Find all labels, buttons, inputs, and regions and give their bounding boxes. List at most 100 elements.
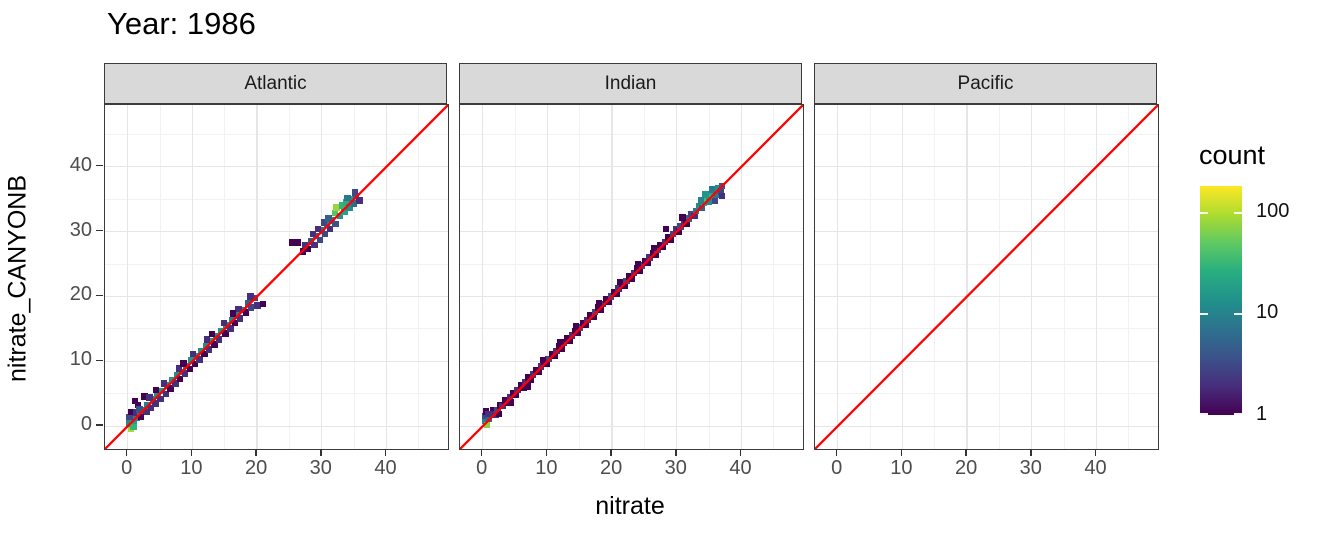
- count-bin: [557, 338, 564, 346]
- x-tick-mark: [480, 449, 483, 456]
- count-bin: [539, 356, 547, 364]
- count-bin: [189, 351, 197, 358]
- gridline-major-horizontal: [460, 295, 803, 298]
- gridline-major-horizontal: [105, 166, 448, 168]
- x-tick-mark: [384, 449, 387, 456]
- x-tick-label: 0: [831, 457, 843, 479]
- gridline-major-vertical: [191, 105, 193, 449]
- gridline-minor-horizontal: [815, 198, 1158, 200]
- legend-title: count: [1199, 140, 1266, 170]
- gridline-major-vertical: [127, 105, 129, 449]
- y-tick-mark: [96, 424, 103, 427]
- count-bin: [160, 380, 168, 387]
- count-bin: [356, 197, 363, 204]
- gridline-minor-vertical: [1128, 105, 1130, 449]
- gridline-major-horizontal: [105, 295, 448, 298]
- y-tick-mark: [96, 164, 103, 167]
- x-tick-label: 0: [121, 457, 133, 479]
- gridline-minor-horizontal: [815, 328, 1158, 330]
- facet-strip-label: Indian: [604, 72, 657, 94]
- gridline-minor-horizontal: [815, 263, 1158, 265]
- x-tick-mark: [1030, 449, 1032, 456]
- facet-strip-label: Atlantic: [244, 72, 307, 94]
- gridline-major-vertical: [740, 105, 743, 449]
- count-bin: [711, 197, 719, 205]
- x-tick-mark: [320, 449, 322, 456]
- legend-colorbar-tick: [1200, 313, 1208, 316]
- count-bin: [650, 244, 658, 252]
- x-tick-mark: [900, 449, 903, 456]
- x-tick-mark: [125, 449, 128, 456]
- y-tick-mark: [96, 294, 103, 297]
- x-tick-label: 0: [476, 457, 488, 479]
- gridline-minor-horizontal: [460, 133, 803, 135]
- plot-title: Year: 1986: [107, 6, 256, 41]
- x-tick-mark: [255, 449, 257, 456]
- gridline-major-horizontal: [460, 360, 803, 362]
- count-bin: [524, 383, 531, 390]
- gridline-minor-horizontal: [105, 263, 448, 265]
- count-bin: [495, 410, 503, 418]
- count-bin: [215, 336, 223, 343]
- x-tick-label: 10: [180, 457, 203, 479]
- count-bin: [136, 406, 143, 413]
- count-bin: [507, 399, 515, 406]
- count-bin: [220, 319, 228, 327]
- gridline-minor-vertical: [998, 105, 1000, 449]
- count-bin: [316, 236, 324, 244]
- gridline-major-horizontal: [105, 425, 448, 427]
- gridline-major-horizontal: [105, 360, 448, 362]
- y-tick-label: 20: [69, 283, 92, 306]
- y-tick-label: 0: [80, 413, 92, 436]
- x-tick-label: 10: [890, 457, 913, 479]
- facet-panel-indian: [459, 104, 804, 450]
- gridline-major-horizontal: [815, 166, 1158, 168]
- x-tick-label: 40: [729, 457, 752, 479]
- count-bin: [697, 197, 704, 204]
- count-bin: [314, 225, 322, 233]
- gridline-major-vertical: [901, 105, 903, 449]
- x-tick-label: 20: [244, 457, 268, 479]
- facet-panel-atlantic: [104, 104, 449, 450]
- count-bin: [247, 293, 254, 300]
- x-tick-mark: [965, 449, 967, 456]
- gridline-minor-horizontal: [105, 133, 448, 135]
- facet-strip-atlantic: Atlantic: [104, 63, 447, 104]
- gridline-major-horizontal: [815, 425, 1158, 427]
- gridline-major-horizontal: [460, 425, 803, 427]
- gridline-minor-horizontal: [460, 263, 803, 265]
- x-tick-mark: [739, 449, 742, 456]
- gridline-minor-vertical: [224, 105, 226, 449]
- gridline-major-vertical: [385, 105, 388, 449]
- count-bin: [294, 239, 302, 246]
- count-bin: [130, 423, 137, 431]
- legend-tick-label: 10: [1256, 301, 1279, 324]
- count-bin: [616, 278, 624, 286]
- gridline-minor-vertical: [288, 105, 290, 449]
- gridline-minor-vertical: [643, 105, 645, 449]
- x-tick-mark: [610, 449, 612, 456]
- x-tick-label: 20: [954, 457, 978, 479]
- gridline-minor-vertical: [934, 105, 936, 449]
- gridline-major-horizontal: [460, 166, 803, 168]
- legend-tick-label: 1: [1256, 403, 1268, 425]
- count-bin: [259, 301, 267, 308]
- y-tick-mark: [96, 229, 103, 232]
- gridline-major-vertical: [676, 105, 678, 449]
- gridline-minor-vertical: [353, 105, 355, 449]
- count-bin: [718, 182, 726, 190]
- count-bin: [332, 220, 339, 227]
- count-bin: [146, 394, 153, 401]
- gridline-major-vertical: [256, 105, 258, 449]
- count-bin: [634, 260, 642, 268]
- x-tick-label: 40: [374, 457, 397, 479]
- gridline-major-vertical: [321, 105, 323, 449]
- y-tick-label: 30: [69, 218, 92, 241]
- count-bin: [229, 310, 237, 317]
- gridline-major-horizontal: [815, 360, 1158, 362]
- gridline-minor-vertical: [773, 105, 775, 449]
- legend-tick-label: 100: [1256, 199, 1290, 222]
- x-tick-label: 30: [1019, 457, 1042, 479]
- count-bin: [351, 189, 359, 196]
